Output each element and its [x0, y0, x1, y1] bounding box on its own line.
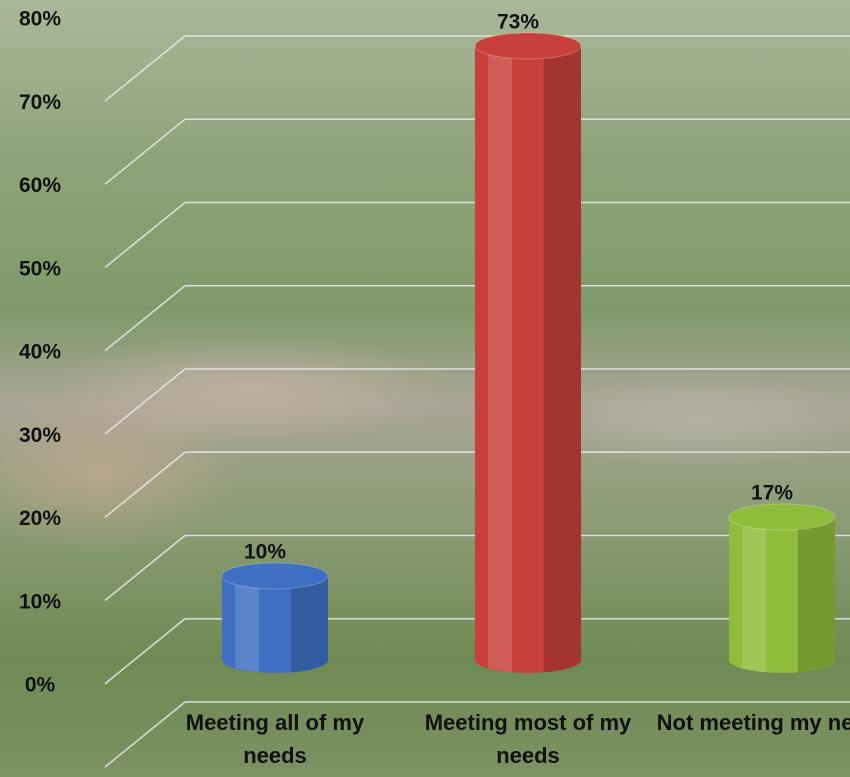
y-tick-label: 20% — [19, 507, 61, 530]
grid-line-depth — [104, 701, 186, 768]
y-tick-label: 80% — [19, 8, 61, 31]
y-tick-label: 10% — [19, 590, 61, 613]
value-label: 17% — [751, 482, 793, 505]
y-tick-label: 0% — [25, 674, 56, 697]
grid-line-depth — [104, 534, 186, 602]
grid-line-depth — [104, 618, 186, 685]
y-tick-label: 70% — [19, 91, 61, 114]
grid-line-depth — [104, 35, 186, 102]
grid-line-depth — [104, 451, 186, 518]
grid-line-depth — [104, 285, 186, 352]
y-tick-label: 40% — [19, 341, 61, 364]
x-tick-label: Meeting all of my needs — [185, 710, 365, 768]
bar — [475, 45, 581, 673]
bar-highlight — [742, 516, 767, 673]
x-tick-label: Not meeting my needs — [656, 710, 850, 735]
grid-line-depth — [104, 201, 186, 269]
bar — [729, 516, 835, 673]
y-tick-label: 60% — [19, 174, 61, 197]
bar-highlight — [235, 575, 260, 673]
y-tick-label: 50% — [19, 257, 61, 280]
bar-shade — [543, 45, 581, 673]
x-tick-label: Meeting most of my needs — [424, 710, 632, 768]
y-tick-label: 30% — [19, 424, 61, 447]
bar-top — [221, 562, 329, 590]
grid-line-depth — [104, 368, 186, 435]
value-label: 10% — [244, 540, 286, 563]
bar-shade — [797, 516, 835, 673]
bar-highlight — [488, 45, 513, 673]
grid-line-depth — [104, 118, 186, 185]
bar-top — [474, 32, 582, 60]
bar-top — [728, 503, 836, 531]
bar-shade — [290, 575, 328, 673]
bar — [222, 575, 328, 673]
value-label: 73% — [497, 10, 539, 33]
